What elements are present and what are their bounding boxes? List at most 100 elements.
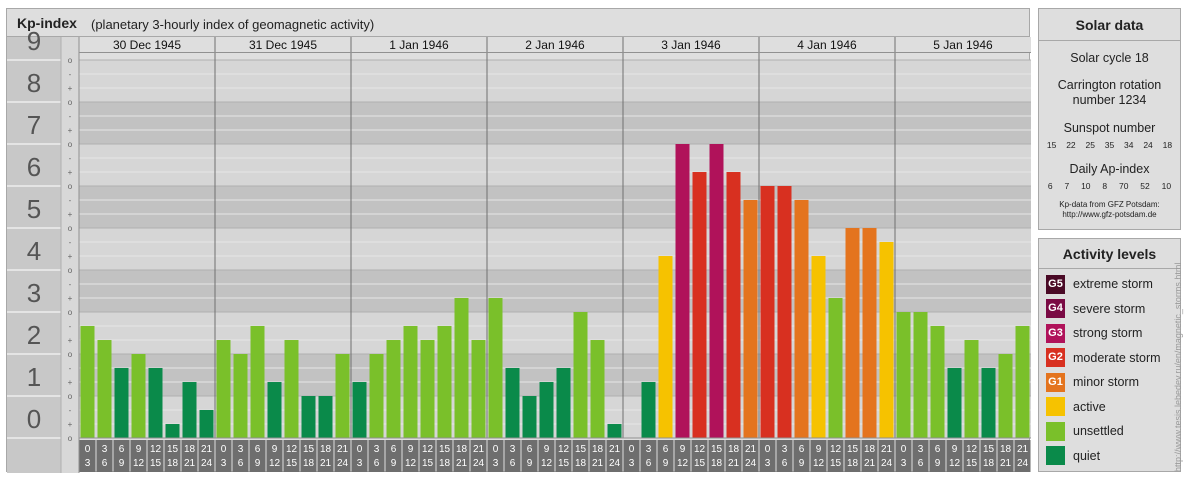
y-subtick-label: + [68,168,73,177]
day-label: 31 Dec 1945 [249,38,317,52]
y-subtick-label: - [69,238,72,247]
kp-bar [80,325,95,438]
legend-label: strong storm [1073,326,1143,340]
hour-start-label: 12 [422,444,434,455]
hour-start-label: 0 [901,444,907,455]
kp-bar [403,325,418,438]
hour-start-label: 6 [527,444,533,455]
kp-bar [148,367,163,438]
kp-bar [641,382,656,438]
kp-bar [709,144,724,438]
legend-item: active [1046,397,1106,417]
hour-end-label: 6 [782,458,788,469]
solar-data-heading: Solar data [1039,9,1180,41]
hour-cell [793,440,810,472]
hour-cell [946,440,963,472]
kp-bar [471,340,486,438]
hour-end-label: 15 [966,458,978,469]
ap-value: 6 [1047,181,1053,191]
y-subtick-label: - [69,196,72,205]
day-label: 4 Jan 1946 [797,38,857,52]
hour-start-label: 9 [816,444,822,455]
kp-bar [590,340,605,438]
carrington-number: number 1234 [1072,93,1147,107]
ap-value: 7 [1064,181,1070,191]
hour-cell [844,440,861,472]
sunspot-label: Sunspot number [1063,121,1156,135]
hour-start-label: 12 [558,444,570,455]
hour-end-label: 6 [646,458,652,469]
hour-cell [130,440,147,472]
hour-end-label: 21 [592,458,604,469]
kp-bar [675,144,690,438]
y-subtick-label: o [68,182,73,191]
hour-cell [504,440,521,472]
hour-end-label: 3 [901,458,907,469]
hour-end-label: 9 [119,458,125,469]
hour-end-label: 24 [337,458,349,469]
y-subtick-label: - [69,322,72,331]
sunspot-value: 25 [1085,140,1095,150]
hour-cell [300,440,317,472]
hour-end-label: 21 [1000,458,1012,469]
hour-end-label: 3 [85,458,91,469]
hour-cell [453,440,470,472]
kp-bar [301,396,316,438]
hour-start-label: 15 [303,444,315,455]
legend-label: unsettled [1073,424,1124,438]
hour-cell [980,440,997,472]
hour-end-label: 12 [813,458,825,469]
y-subtick-label: o [68,140,73,149]
kp-bar [726,172,741,438]
hour-end-label: 24 [609,458,621,469]
hour-cell [997,440,1014,472]
y-tick-label: 8 [27,68,41,98]
hour-start-label: 18 [1000,444,1012,455]
hour-start-label: 6 [799,444,805,455]
hour-start-label: 18 [592,444,604,455]
y-subtick-label: - [69,406,72,415]
legend-item: quiet [1046,446,1100,466]
hour-start-label: 3 [374,444,380,455]
hour-start-label: 12 [694,444,706,455]
hour-cell [249,440,266,472]
hour-cell [657,440,674,472]
legend-swatch: G3 [1046,323,1065,343]
kp-bar [556,367,571,438]
band [79,102,1031,144]
hour-cell [385,440,402,472]
kp-bar [760,186,775,438]
hour-start-label: 15 [983,444,995,455]
hour-end-label: 15 [694,458,706,469]
hour-end-label: 3 [493,458,499,469]
ap-value: 70 [1118,181,1129,191]
hour-end-label: 24 [1017,458,1029,469]
hour-start-label: 18 [320,444,332,455]
y-tick-label: 0 [27,404,41,434]
hour-start-label: 9 [136,444,142,455]
hour-cell [895,440,912,472]
hour-end-label: 21 [456,458,468,469]
kp-bar [998,354,1013,438]
legend-swatch [1046,421,1065,441]
y-subtick-label: - [69,154,72,163]
hour-cell [827,440,844,472]
hour-start-label: 6 [391,444,397,455]
hour-end-label: 9 [663,458,669,469]
hour-start-label: 9 [952,444,958,455]
y-subtick-label: + [68,420,73,429]
hour-end-label: 24 [881,458,893,469]
hour-end-label: 21 [320,458,332,469]
hour-start-label: 18 [728,444,740,455]
kp-bar [420,340,435,438]
ap-values: 6 7 10 8 70 52 10 [1039,181,1180,191]
hour-start-label: 18 [184,444,196,455]
kp-bar [862,228,877,438]
legend-item: G1 minor storm [1046,372,1139,392]
hour-cell [555,440,572,472]
kp-bar [1015,325,1030,438]
ap-value: 52 [1140,181,1150,191]
y-subtick-label: o [68,98,73,107]
y-subtick-label: o [68,308,73,317]
kp-chart-panel: Kp-index (planetary 3-hourly index of ge… [6,8,1031,473]
